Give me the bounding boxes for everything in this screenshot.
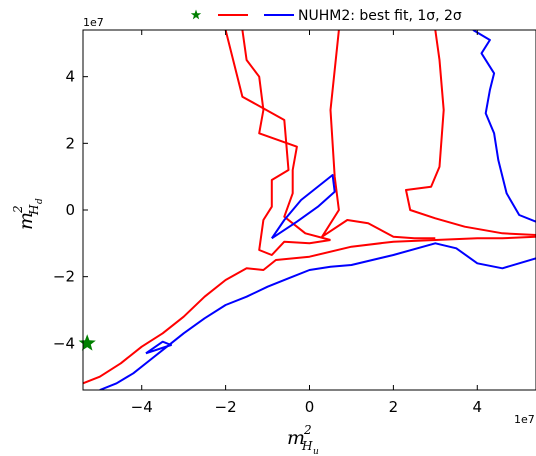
svg-text:2: 2: [11, 205, 25, 214]
x-tick-label: 2: [389, 398, 399, 416]
svg-text:m: m: [287, 427, 305, 449]
x-tick-label: −4: [131, 398, 153, 416]
svg-text:m: m: [15, 212, 37, 230]
svg-text:H: H: [27, 204, 41, 216]
y-tick-label: −2: [53, 268, 75, 286]
contours: [83, 30, 536, 390]
plot-frame: [82, 29, 536, 391]
contour-1sigma-segment: [224, 30, 331, 256]
y-tick-label: −4: [53, 334, 75, 352]
svg-text:2: 2: [303, 423, 312, 437]
x-tick-label: 0: [305, 398, 315, 416]
ticks: −4 −2 0 2 4 −4 −2 0 2 4: [53, 30, 482, 416]
contour-2sigma-segment: [99, 242, 536, 390]
svg-text:u: u: [313, 447, 319, 456]
best-fit-star: [78, 334, 96, 351]
y-multiplier: 1e7: [83, 16, 104, 29]
legend: NUHM2: best fit, 1σ, 2σ: [190, 8, 462, 24]
legend-star-icon: [190, 9, 202, 20]
y-tick-label: 0: [65, 201, 75, 219]
x-tick-label: 4: [473, 398, 483, 416]
legend-text: NUHM2: best fit, 1σ, 2σ: [298, 8, 462, 24]
y-tick-label: 2: [65, 134, 75, 152]
y-tick-label: 4: [65, 68, 75, 86]
y-axis-label: m 2 H d: [11, 198, 45, 230]
x-tick-label: −2: [215, 398, 237, 416]
contour-1sigma-segment: [83, 235, 536, 385]
contour-1sigma-segment: [405, 30, 536, 236]
markers: [78, 334, 96, 351]
svg-text:d: d: [35, 198, 45, 204]
contour-2sigma-segment: [145, 340, 173, 355]
contour-1sigma-segment: [241, 30, 331, 241]
contour-2sigma-segment: [472, 30, 536, 223]
contour-2sigma-segment: [270, 174, 336, 240]
svg-text:H: H: [301, 439, 313, 453]
contour-1sigma-segment: [321, 30, 436, 240]
x-axis-label: m 2 H u: [287, 423, 319, 456]
x-multiplier: 1e7: [514, 413, 535, 426]
